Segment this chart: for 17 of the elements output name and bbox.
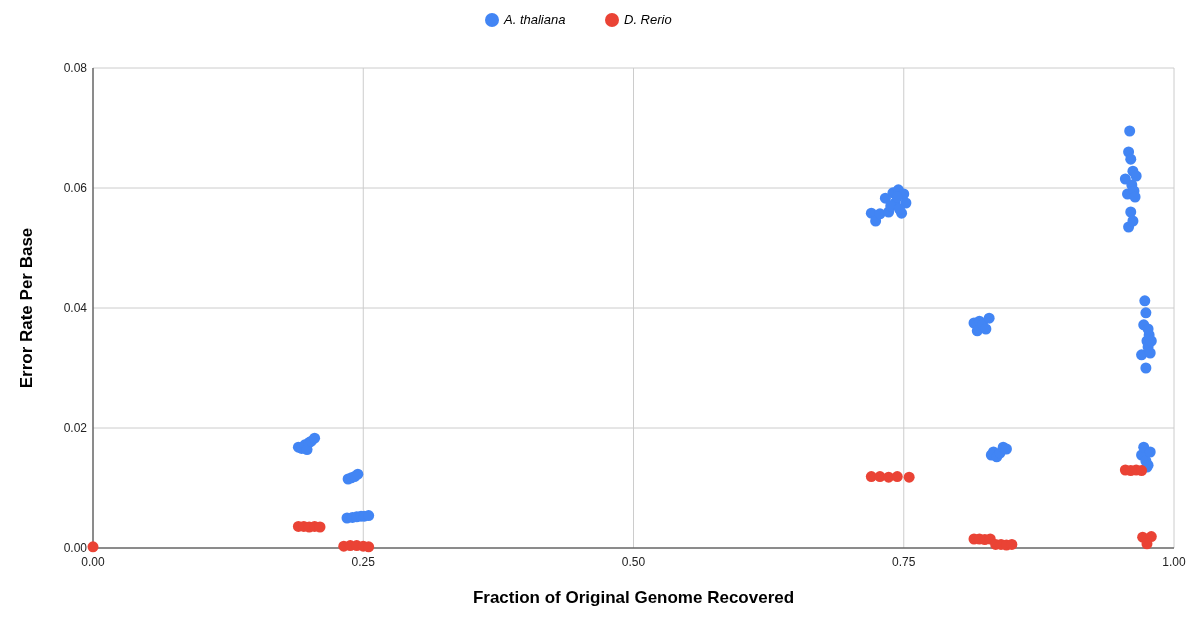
- legend-label: D. Rerio: [624, 12, 672, 27]
- y-tick-label: 0.02: [63, 421, 88, 435]
- point: [87, 541, 99, 553]
- y-tick-label: 0.00: [63, 541, 88, 555]
- x-tick-label: 0.00: [81, 555, 105, 569]
- point: [903, 471, 915, 483]
- x-tick-label: 0.75: [892, 555, 916, 569]
- x-tick-label: 0.25: [351, 555, 376, 569]
- point: [891, 471, 903, 483]
- x-tick-label: 0.50: [621, 555, 646, 569]
- x-tick-label: 1.00: [1162, 555, 1186, 569]
- y-tick-label: 0.04: [63, 301, 88, 315]
- y-tick-label: 0.08: [63, 61, 88, 75]
- legend-label: A. thaliana: [503, 12, 566, 27]
- x-axis-title: Fraction of Original Genome Recovered: [472, 588, 795, 607]
- y-tick-label: 0.06: [63, 181, 88, 195]
- y-axis-title: Error Rate Per Base: [17, 227, 36, 389]
